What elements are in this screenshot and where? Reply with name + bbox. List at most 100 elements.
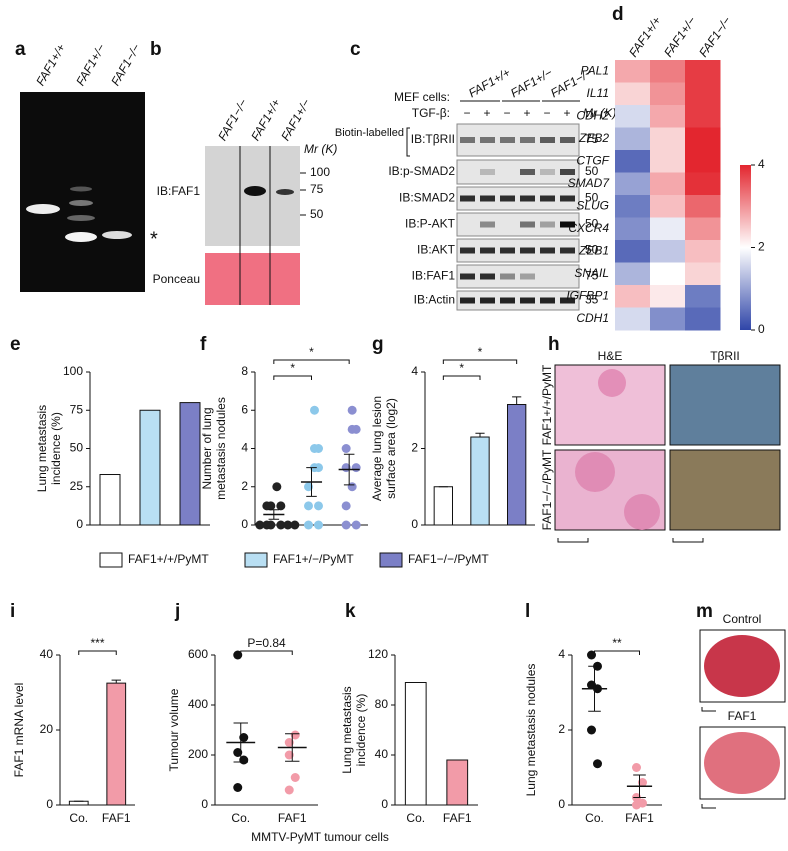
ponceau-image — [205, 253, 300, 305]
sem-bar — [233, 722, 248, 763]
data-point — [284, 738, 294, 747]
heatmap-cell — [650, 150, 686, 173]
significance-bracket — [78, 650, 117, 655]
heatmap-cell — [685, 195, 721, 218]
heatmap-cell — [685, 60, 721, 83]
row-label: ZEB2 — [578, 131, 609, 145]
heatmap-cell — [615, 217, 651, 241]
blot-band — [520, 247, 535, 254]
gel-band — [65, 232, 97, 242]
blot-image — [205, 146, 300, 246]
group-brace — [406, 127, 410, 157]
panel-label: f — [200, 334, 207, 355]
bar — [139, 409, 161, 526]
blot-strip — [456, 264, 580, 289]
y-tick-label: 0 — [411, 517, 418, 531]
heatmap-cell — [615, 105, 651, 128]
mw-marker: 75 — [310, 182, 324, 196]
lung-photo — [704, 732, 780, 794]
y-tick-label: 2 — [558, 722, 565, 736]
colorbar-label: 4 — [758, 157, 765, 171]
data-point — [587, 725, 596, 735]
x-tick-label: FAF1 — [625, 811, 654, 825]
heatmap-cell — [615, 262, 651, 286]
significance-label: ** — [612, 636, 622, 650]
legend-label: FAF1+/+/PyMT — [128, 552, 209, 566]
blot-band — [500, 273, 515, 280]
blot-band — [480, 137, 495, 143]
y-tick-label: 8 — [241, 364, 248, 378]
blot-band — [480, 247, 495, 254]
treatment-sign: − — [543, 106, 550, 120]
treatment-sign: − — [463, 106, 470, 120]
blot-strip — [456, 186, 580, 211]
column-label: TβRII — [710, 349, 740, 363]
data-point — [593, 759, 602, 769]
mw-marker: 50 — [585, 243, 599, 257]
y-tick-label: 4 — [558, 647, 565, 661]
row-label: CXCR4 — [568, 221, 609, 235]
y-tick-label: 80 — [375, 697, 389, 711]
treatment-sign: + — [563, 106, 570, 120]
data-point — [304, 482, 313, 492]
blot-band — [560, 137, 575, 143]
bar — [99, 474, 121, 526]
row-label: ZEB1 — [578, 243, 609, 257]
data-point — [304, 520, 313, 530]
blot-band — [540, 195, 555, 202]
y-tick-label: 4 — [411, 364, 418, 378]
x-tick-label: FAF1 — [102, 811, 131, 825]
scale-bar — [557, 538, 704, 543]
heatmap-cell — [615, 150, 651, 173]
blot-band — [560, 221, 575, 228]
row-label: SLUG — [576, 198, 609, 212]
row-label: IL11 — [587, 86, 609, 100]
legend-label: FAF1+/−/PyMT — [273, 552, 354, 566]
panel-label: l — [525, 601, 530, 622]
ihc-image — [669, 364, 781, 446]
gel-band — [69, 200, 93, 206]
histology-detail — [598, 369, 626, 397]
heatmap-cell — [685, 285, 721, 308]
data-point — [341, 444, 351, 453]
heatmap-cell — [650, 285, 686, 308]
lane-label: FAF1+/− — [278, 96, 313, 143]
x-tick-label: Co. — [231, 811, 250, 825]
data-point — [255, 520, 265, 530]
heatmap-cell — [615, 307, 651, 331]
heatmap-cell — [685, 307, 721, 331]
data-point — [276, 501, 286, 511]
y-tick-label: 40 — [375, 747, 389, 761]
y-tick-label: 0 — [46, 797, 53, 811]
sem-bar — [306, 467, 317, 497]
y-tick-label: 600 — [188, 647, 208, 661]
heatmap-cell — [685, 82, 721, 106]
legend-swatch — [379, 552, 403, 568]
column-label: FAF1+/+ — [626, 14, 664, 60]
colorbar-label: 2 — [758, 240, 765, 254]
mw-marker: 50 — [585, 164, 599, 178]
y-tick-label: 0 — [558, 797, 565, 811]
mw-marker: 50 — [585, 217, 599, 231]
blot-band — [520, 137, 535, 143]
row-label: SMAD7 — [568, 176, 611, 190]
genotype-label: FAF1+/− — [508, 65, 555, 100]
row-label: CDH2 — [576, 108, 609, 122]
treatment-sign: + — [523, 106, 530, 120]
data-point — [351, 463, 361, 473]
treatment-sign: + — [483, 106, 490, 120]
gel-image — [20, 92, 145, 292]
data-point — [233, 748, 243, 757]
bar — [179, 402, 201, 526]
panel-label: g — [372, 334, 384, 355]
significance-bracket — [594, 650, 640, 655]
y-axis-label: FAF1 mRNA level — [12, 683, 26, 778]
heatmap-cell — [650, 217, 686, 241]
panel-label: b — [150, 39, 162, 60]
blot-band — [520, 169, 535, 175]
panel-label: d — [612, 4, 624, 25]
row-label: CDH1 — [576, 311, 609, 325]
y-axis-label: Lung metastasisincidence (%) — [35, 405, 63, 492]
significance-bracket — [273, 375, 312, 380]
blot-strip — [456, 212, 580, 237]
